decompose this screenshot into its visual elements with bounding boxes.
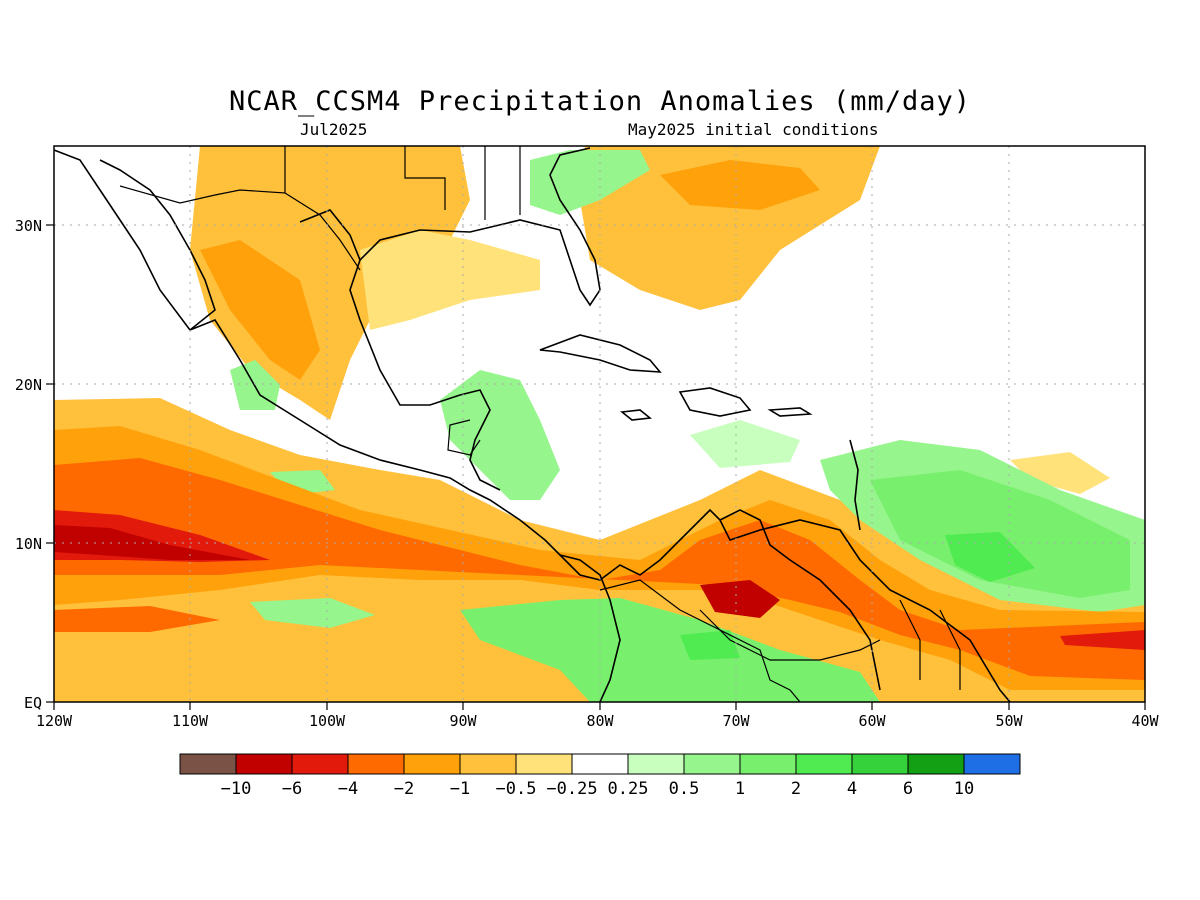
colorbar-label: 6 xyxy=(903,779,913,799)
colorbar-label: 4 xyxy=(847,779,857,799)
map-title: NCAR_CCSM4 Precipitation Anomalies (mm/d… xyxy=(229,86,971,117)
lat-label: 20N xyxy=(15,376,42,394)
colorbar-label: −0.25 xyxy=(546,779,597,799)
colorbar-swatch xyxy=(963,753,1021,775)
valid-month-label: Jul2025 xyxy=(300,120,368,139)
colorbar-label: 10 xyxy=(954,779,974,799)
colorbar-swatch xyxy=(403,753,461,775)
colorbar-label: 0.25 xyxy=(608,779,649,799)
grid-lines xyxy=(54,146,1145,702)
colorbar-swatch xyxy=(627,753,685,775)
colorbar-swatch xyxy=(459,753,517,775)
colorbar-label: −10 xyxy=(221,779,252,799)
tick-marks xyxy=(46,224,1146,710)
colorbar-swatch xyxy=(235,753,293,775)
lon-label: 80W xyxy=(586,712,614,730)
coastline-lines xyxy=(54,147,1011,702)
colorbar-swatch xyxy=(571,753,629,775)
colorbar-swatch xyxy=(851,753,909,775)
lat-label: 10N xyxy=(15,535,42,553)
colorbar-label: 2 xyxy=(791,779,801,799)
colorbar-swatch xyxy=(907,753,965,775)
lon-label: 100W xyxy=(309,712,346,730)
border-lines xyxy=(119,146,961,702)
lon-label: 120W xyxy=(36,712,73,730)
lon-label: 50W xyxy=(995,712,1023,730)
colorbar-label: −1 xyxy=(450,779,470,799)
lon-label: 110W xyxy=(172,712,209,730)
lon-label: 70W xyxy=(722,712,750,730)
colorbar-swatch xyxy=(795,753,853,775)
colorbar-label: −6 xyxy=(282,779,302,799)
colorbar-label: −2 xyxy=(394,779,414,799)
colorbar-label: −0.5 xyxy=(496,779,537,799)
colorbar-label: 1 xyxy=(735,779,745,799)
lat-label: EQ xyxy=(24,694,42,712)
colorbar-swatch xyxy=(683,753,741,775)
colorbar-swatch xyxy=(515,753,573,775)
colorbar-swatch xyxy=(291,753,349,775)
lat-label: 30N xyxy=(15,217,42,235)
colorbar-swatch xyxy=(179,753,237,775)
colorbar-swatch xyxy=(347,753,405,775)
colorbar-label: −4 xyxy=(338,779,358,799)
colorbar: −10 −6 −4 −2 −1 −0.5 −0.25 0.25 0.5 1 2 4 6 10 xyxy=(179,753,1021,799)
lon-label: 90W xyxy=(449,712,477,730)
longitude-labels: 120W 110W 100W 90W 80W 70W 60W 50W 40W xyxy=(36,712,1160,730)
lon-label: 40W xyxy=(1131,712,1159,730)
initial-conditions-label: May2025 initial conditions xyxy=(628,120,879,139)
latitude-labels: 30N 20N 10N EQ xyxy=(15,217,42,712)
colorbar-swatch xyxy=(739,753,797,775)
lon-label: 60W xyxy=(858,712,886,730)
colorbar-label: 0.5 xyxy=(669,779,700,799)
